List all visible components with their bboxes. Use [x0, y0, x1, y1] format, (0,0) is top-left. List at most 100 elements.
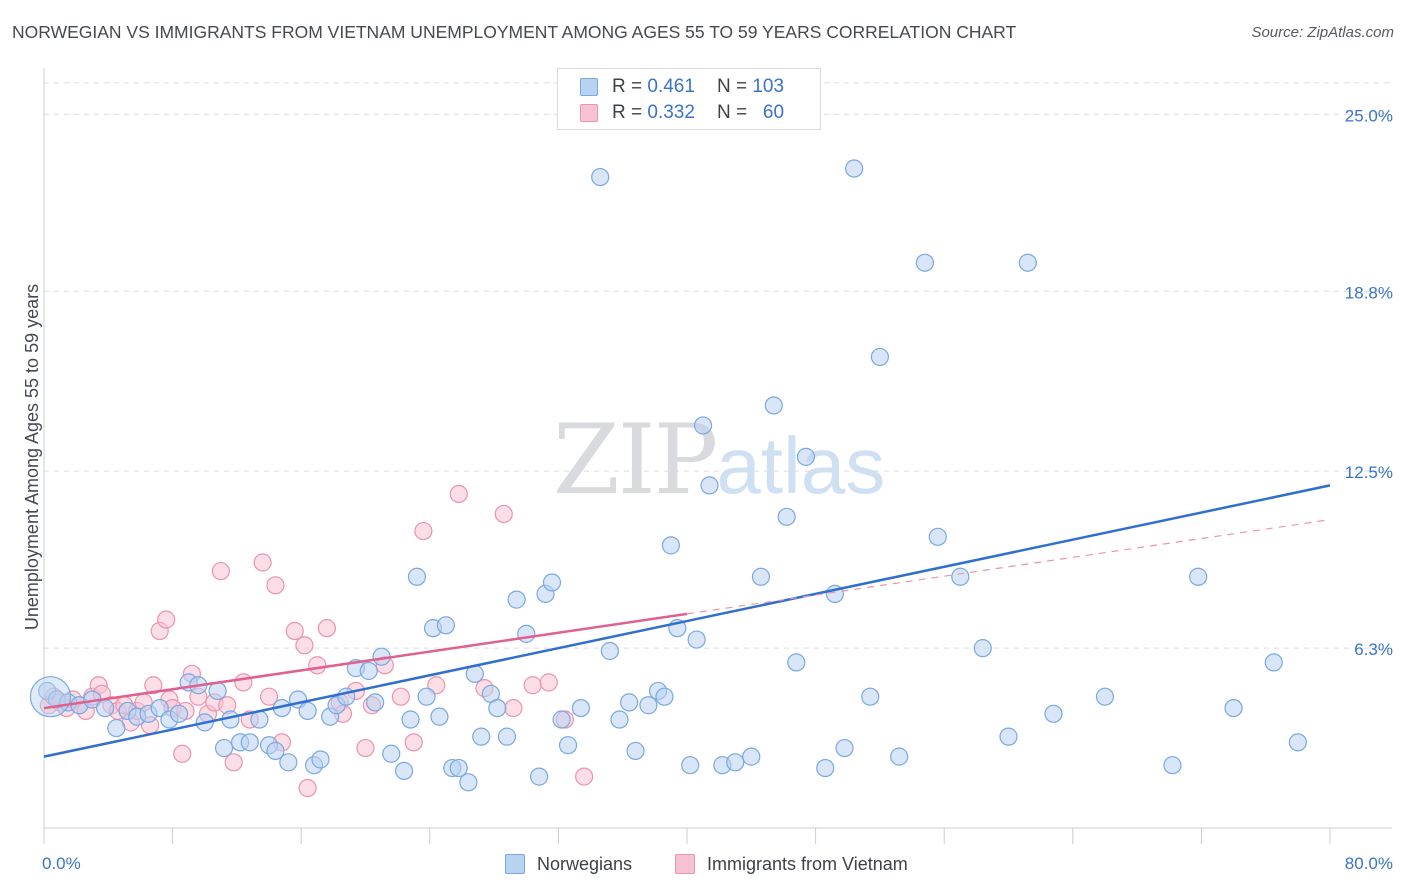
vietnam-point — [494, 504, 513, 524]
norwegian-point — [890, 747, 909, 766]
watermark-zip: ZIP — [553, 404, 718, 516]
norwegian-point — [1264, 653, 1283, 672]
legend-row-vietnam: R = 0.332 N = 60 — [580, 100, 784, 126]
y-axis-label: Unemployment Among Ages 55 to 59 years — [22, 284, 42, 630]
vietnam-point — [144, 676, 163, 695]
vietnam-point — [253, 553, 272, 572]
norwegian-point — [1189, 567, 1208, 586]
trend-lines — [43, 484, 1331, 758]
norwegian-point — [600, 641, 619, 661]
vietnam-point — [298, 778, 317, 798]
y-tick-label: 18.8% — [1345, 283, 1393, 302]
vietnam-point — [157, 610, 176, 629]
norwegian-point — [382, 744, 401, 763]
vietnam-point — [504, 698, 523, 718]
chart-title: NORWEGIAN VS IMMIGRANTS FROM VIETNAM UNE… — [12, 22, 1017, 42]
norwegian-point — [777, 507, 796, 526]
norwegian-point — [1163, 756, 1182, 775]
norwegian-point — [366, 693, 385, 712]
norwegian-point — [214, 738, 234, 758]
norwegian-point — [359, 661, 378, 681]
norwegian-point — [973, 639, 992, 658]
norwegian-point — [928, 527, 947, 546]
norwegian-point — [240, 733, 259, 752]
norwegian-point — [693, 416, 713, 435]
norwegian-point — [507, 590, 526, 609]
bottom-legend-swatch-blue — [505, 854, 525, 874]
norwegian-point — [626, 741, 645, 761]
norwegian-point — [1018, 253, 1037, 272]
bottom-legend-vietnam: Immigrants from Vietnam — [675, 852, 908, 876]
norwegian-point — [430, 707, 449, 726]
norwegian-point — [472, 727, 491, 746]
vietnam-point — [259, 687, 279, 706]
bottom-legend-label: Immigrants from Vietnam — [707, 853, 908, 874]
norwegian-point — [816, 758, 835, 778]
vietnam-trend-line — [43, 612, 688, 710]
norwegian-point — [208, 681, 227, 701]
vietnam-point — [173, 744, 192, 763]
norwegian-point — [107, 718, 126, 738]
y-tick-label: 6.3% — [1354, 640, 1393, 659]
norwegian-point — [999, 727, 1018, 746]
norwegian-point — [530, 767, 549, 786]
norwegian-point — [1224, 698, 1243, 718]
norwegian-point — [835, 738, 854, 758]
vietnam-point — [391, 687, 410, 706]
norwegian-point — [870, 347, 890, 367]
vietnam-point — [317, 619, 337, 638]
norwegian-cluster-point — [29, 676, 72, 718]
norwegian-point — [558, 736, 578, 755]
vietnam-point — [449, 484, 468, 504]
norwegian-point — [742, 747, 761, 766]
norwegian-point — [394, 761, 414, 781]
vietnam-point — [224, 753, 243, 772]
vietnam-trend-extension — [686, 519, 1331, 615]
norwegian-point — [95, 698, 115, 718]
watermark-atlas: atlas — [716, 421, 886, 510]
norwegian-point — [951, 567, 970, 586]
norwegian-point — [591, 167, 610, 187]
norwegian-point — [571, 698, 591, 718]
vietnam-point — [523, 676, 542, 695]
vietnam-point — [295, 636, 314, 655]
norwegian-point — [655, 687, 674, 706]
norwegian-point — [796, 447, 816, 466]
correlation-legend: R = 0.461 N = 103 R = 0.332 N = 60 — [557, 68, 821, 130]
norwegian-point — [449, 758, 468, 778]
series-norwegians-points — [29, 159, 1307, 792]
norwegian-point — [610, 710, 629, 729]
vietnam-point — [211, 561, 230, 581]
vietnam-point — [356, 738, 375, 758]
norwegian-point — [661, 536, 681, 555]
legend-n-label: N = — [716, 76, 748, 97]
y-tick-label: 12.5% — [1345, 463, 1393, 482]
norwegian-point — [764, 396, 783, 415]
norwegian-point — [497, 727, 517, 746]
norwegian-point — [751, 567, 771, 586]
norwegian-point — [311, 750, 330, 769]
norwegian-point — [552, 710, 571, 729]
y-tick-label: 25.0% — [1345, 106, 1393, 125]
vietnam-point — [414, 521, 433, 541]
norwegian-point — [787, 653, 806, 672]
norwegian-point — [700, 476, 719, 495]
norwegian-point — [517, 624, 536, 643]
norwegian-point — [1288, 733, 1307, 752]
vietnam-point — [404, 733, 423, 752]
bottom-legend-label: Norwegians — [537, 853, 633, 874]
legend-swatch-blue — [580, 78, 598, 96]
source-credit: Source: ZipAtlas.com — [1251, 24, 1394, 41]
x-tick-label-max: 80.0% — [1345, 854, 1393, 873]
vietnam-point — [575, 767, 594, 786]
norwegian-point — [845, 159, 864, 178]
legend-r-value: 0.332 — [647, 102, 695, 123]
norwegian-point — [407, 567, 427, 586]
vietnam-point — [285, 621, 304, 641]
norwegian-point — [266, 741, 285, 761]
norwegians-trend-line — [43, 484, 1331, 758]
legend-r-value: 0.461 — [647, 76, 695, 97]
legend-row-norwegians: R = 0.461 N = 103 — [580, 74, 784, 100]
norwegian-point — [279, 753, 298, 772]
